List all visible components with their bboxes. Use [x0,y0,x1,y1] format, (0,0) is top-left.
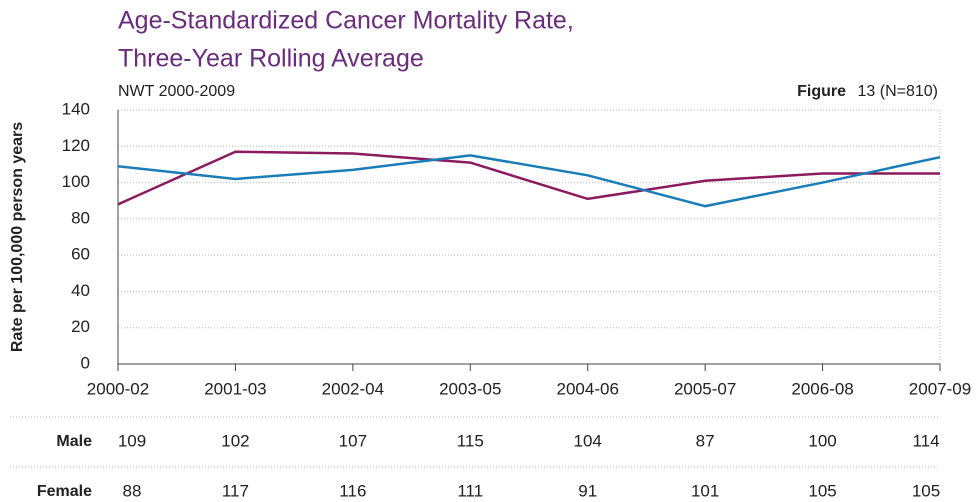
x-tick-label: 2006-08 [791,379,853,398]
y-axis-label: Rate per 100,000 person years [9,122,26,352]
data-label: 102 [221,431,249,450]
y-tick-label: 120 [62,136,90,155]
y-tick-label: 80 [71,208,90,227]
data-label: 101 [691,481,719,500]
data-label: 109 [118,431,146,450]
x-tick-label: 2004-06 [557,379,619,398]
data-label: 116 [339,481,366,500]
data-label: 87 [696,431,715,450]
data-label: 105 [912,481,940,500]
chart-title: Age-Standardized Cancer Mortality Rate, [118,7,574,35]
legend-label: Male [56,433,92,450]
data-label: 117 [222,481,249,500]
y-tick-label: 40 [71,281,90,300]
data-label: 91 [578,481,597,500]
figure-note: 13 (N=810) [858,83,939,100]
y-tick-label: 140 [62,99,90,118]
series-line [117,150,940,206]
data-label: 88 [123,481,142,500]
series-line [117,154,941,208]
y-tick-label: 20 [71,317,90,336]
x-tick-label: 2003-05 [439,379,501,398]
x-tick-label: 2002-04 [322,379,384,398]
data-label: 114 [912,431,939,450]
legend-label: Female [37,483,92,500]
y-tick-label: 0 [81,353,90,372]
figure-label: Figure [797,83,846,100]
data-label: 100 [808,431,836,450]
x-tick-label: 2000-02 [87,379,149,398]
x-tick-label: 2001-03 [204,379,266,398]
data-label: 115 [457,431,484,450]
data-label: 104 [574,431,602,450]
x-tick-label: 2007-09 [909,379,971,398]
y-tick-label: 100 [62,172,90,191]
chart-title: Three-Year Rolling Average [118,45,424,73]
y-tick-label: 60 [71,245,90,264]
data-label: 111 [457,481,483,500]
data-label: 105 [808,481,836,500]
data-label: 107 [339,431,367,450]
x-tick-label: 2005-07 [674,379,736,398]
subtitle: NWT 2000-2009 [118,83,235,100]
